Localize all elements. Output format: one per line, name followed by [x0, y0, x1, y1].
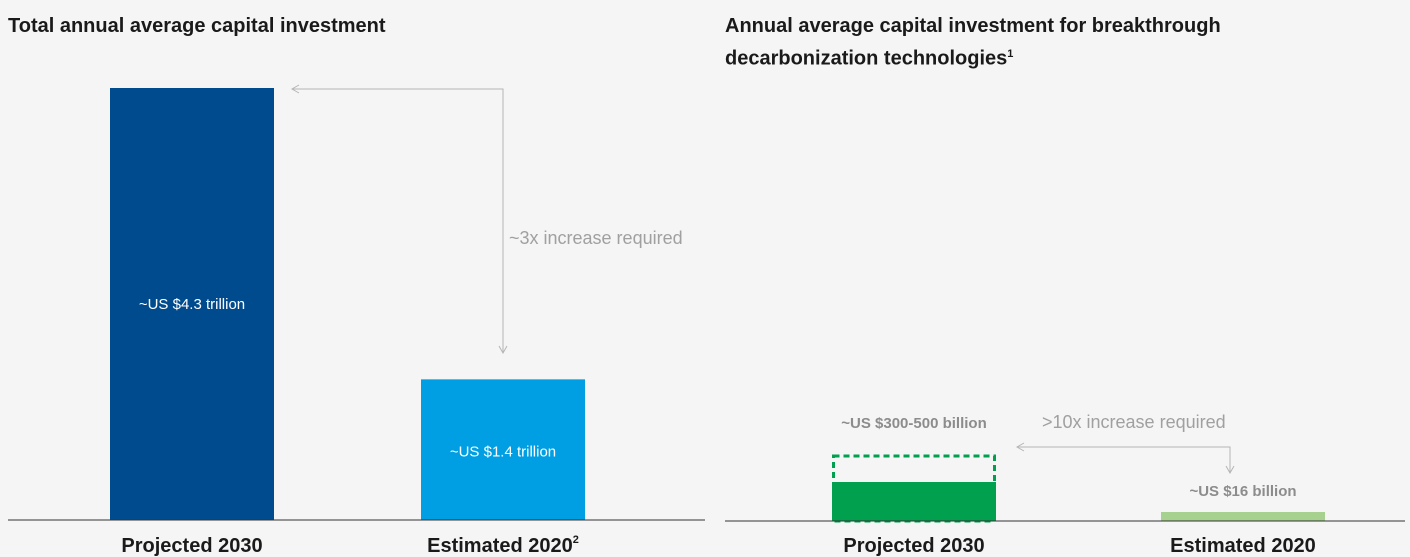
footnote-2: 2 — [573, 534, 579, 546]
footnote-1: 1 — [1007, 48, 1014, 60]
total-investment-chart: Total annual average capital investment … — [8, 15, 705, 557]
increase-arrow — [1015, 442, 1235, 475]
category-label-projected-2030: Projected 2030 — [121, 535, 262, 557]
bar-projected-2030 — [110, 88, 274, 520]
increase-annotation: >10x increase required — [1042, 412, 1226, 432]
data-label-estimated-2020: ~US $1.4 trillion — [450, 444, 556, 461]
chart-title: Total annual average capital investment — [8, 15, 386, 37]
increase-annotation: ~3x increase required — [509, 228, 683, 248]
bar-projected-2030 — [832, 482, 996, 521]
chart-title: Annual average capital investment for br… — [725, 15, 1221, 70]
increase-arrow — [290, 84, 508, 355]
breakthrough-investment-plot: ~US $300-500 billion ~US $16 billion >10… — [725, 412, 1405, 557]
total-investment-plot: ~US $4.3 trillion ~US $1.4 trillion ~3x … — [8, 84, 705, 557]
bar-estimated-2020 — [421, 379, 585, 520]
data-label-estimated-2020: ~US $16 billion — [1189, 483, 1296, 500]
data-label-projected-2030: ~US $4.3 trillion — [139, 296, 245, 313]
breakthrough-investment-chart: Annual average capital investment for br… — [705, 0, 1410, 557]
data-label-projected-2030: ~US $300-500 billion — [841, 415, 986, 432]
bar-estimated-2020 — [1161, 512, 1325, 521]
category-label-estimated-2020: Estimated 20202 — [427, 534, 579, 557]
category-label-projected-2030: Projected 2030 — [843, 535, 984, 557]
category-label-estimated-2020: Estimated 2020 — [1170, 535, 1316, 557]
